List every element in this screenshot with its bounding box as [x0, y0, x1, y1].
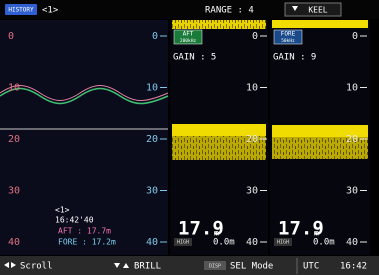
scale-label: 20 — [246, 134, 258, 145]
scroll-key[interactable]: Scroll — [20, 262, 53, 272]
scale-label: 30 — [246, 186, 258, 197]
sel-key[interactable]: SEL Mode — [230, 262, 273, 272]
scale-label: 0 — [8, 31, 14, 42]
gain: GAIN : 5 — [173, 53, 216, 63]
scale-label: 0 — [352, 31, 358, 42]
draft: KEEL — [308, 6, 327, 15]
readout-time: 16:42'40 — [55, 216, 94, 225]
page: {"header": {"mode": "HISTORY", "page": "… — [0, 0, 379, 275]
scale-label: 40 — [246, 237, 258, 248]
scale-label: 40 — [8, 237, 20, 248]
scale-label: 20 — [146, 134, 158, 145]
channel-freq: 50kHz — [281, 38, 295, 44]
offset: 0.0m — [313, 238, 335, 248]
gain: GAIN : 9 — [273, 53, 316, 63]
scale-label: 20 — [8, 134, 20, 145]
surface-echo — [172, 20, 266, 29]
readout-aft: AFT : 17.7m — [58, 227, 111, 236]
utc-time: 16:42 — [340, 262, 367, 272]
scale-label: 0 — [152, 31, 158, 42]
scale-label: 30 — [146, 186, 158, 197]
alarm: HIGH — [277, 240, 289, 246]
footer — [0, 256, 379, 275]
page: <1> — [42, 6, 59, 16]
depth-unit: m — [214, 229, 219, 238]
scale-label: 0 — [252, 31, 258, 42]
screen: HISTORY <1> RANGE : 4 KEEL <1> 16:42'40 … — [0, 0, 379, 275]
utc-label: UTC — [303, 262, 319, 272]
alarm: HIGH — [177, 240, 189, 246]
scale-label: 10 — [146, 83, 158, 94]
readout-page: <1> — [55, 206, 70, 215]
channel-name: AFT — [183, 31, 194, 38]
brill-key[interactable]: BRILL — [134, 262, 161, 272]
scale-label: 40 — [346, 237, 358, 248]
depth-unit: m — [314, 229, 319, 238]
mode: HISTORY — [8, 7, 34, 14]
scale-label: 30 — [8, 186, 20, 197]
scale-label: 20 — [346, 134, 358, 145]
scale-label: 10 — [246, 83, 258, 94]
surface-echo — [272, 20, 368, 28]
scale-label: 10 — [346, 83, 358, 94]
scale-label: 40 — [146, 237, 158, 248]
disp-key[interactable]: DISP — [209, 264, 221, 270]
scale-label: 10 — [8, 83, 20, 94]
channel-freq: 200kHz — [180, 38, 197, 44]
channel-name: FORE — [281, 31, 296, 38]
offset: 0.0m — [213, 238, 235, 248]
scale-label: 30 — [346, 186, 358, 197]
readout-fore: FORE : 17.2m — [58, 238, 116, 247]
range: RANGE : 4 — [205, 6, 254, 16]
